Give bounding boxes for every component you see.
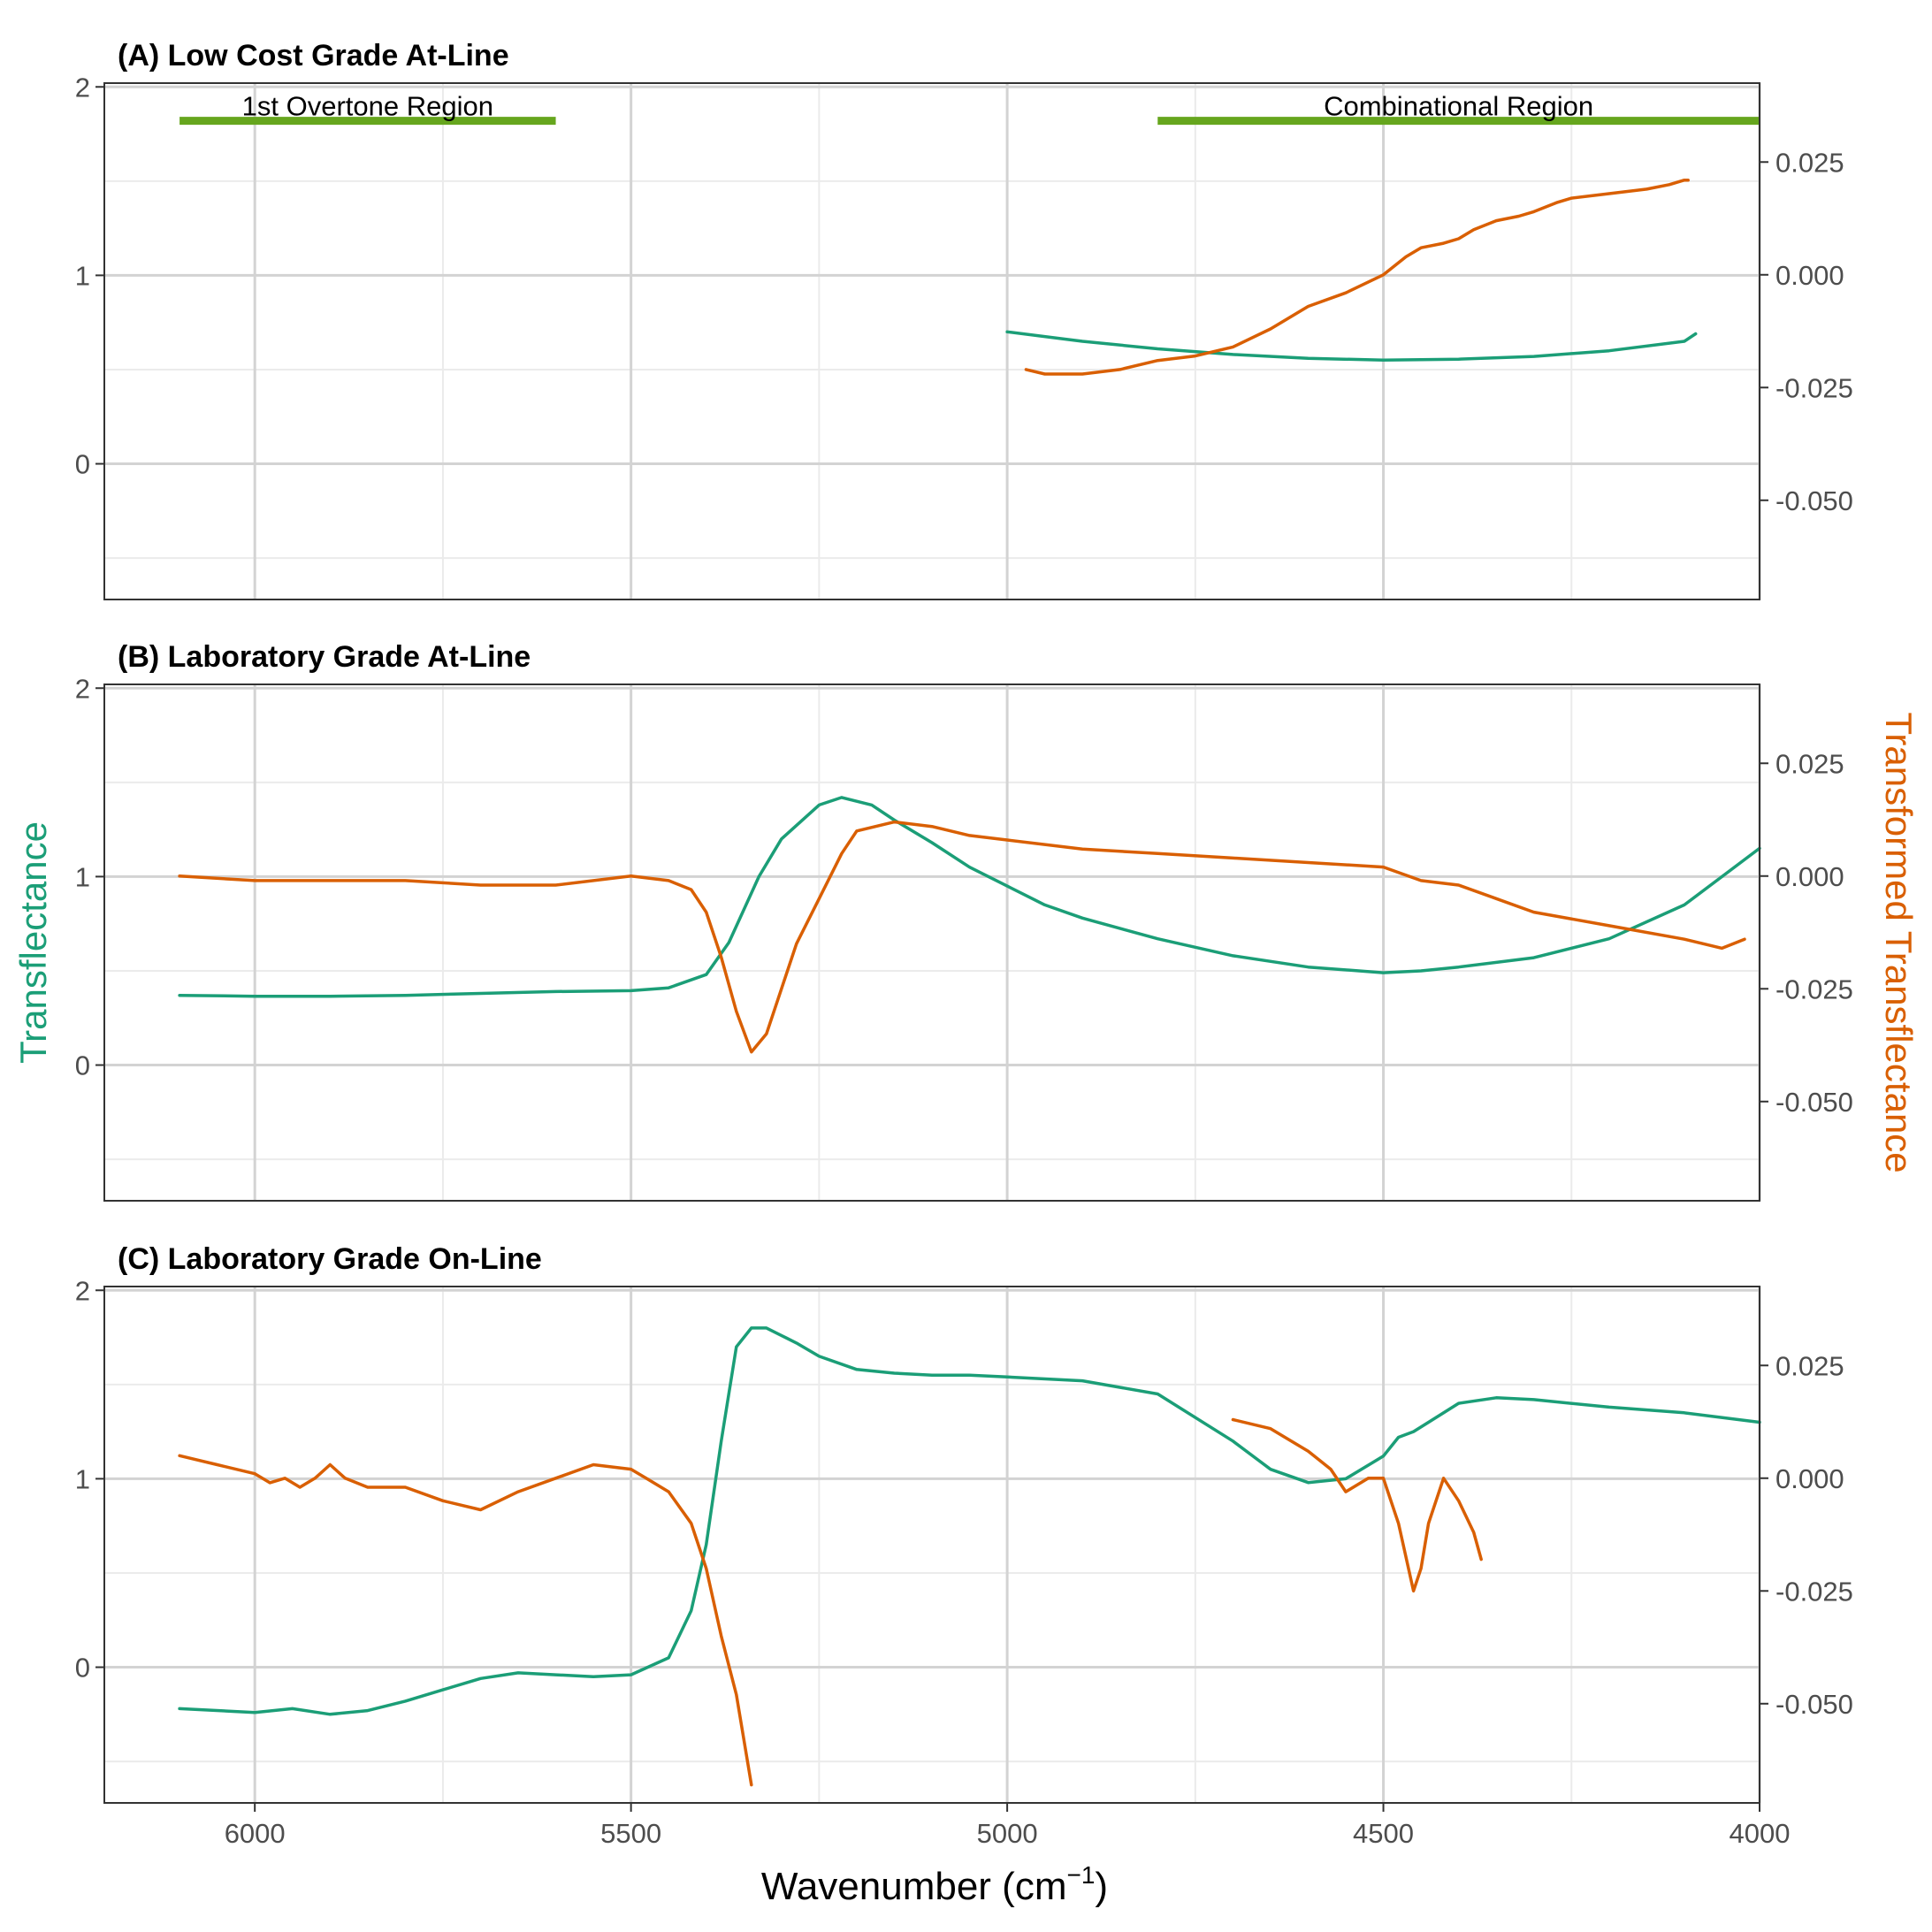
x-tick-label: 5000 [977,1818,1038,1849]
panel-frame [103,1286,1760,1804]
region-label: 1st Overtone Region [242,91,493,122]
transflectance-series-line [1005,330,1698,363]
panel-3: (C) Laboratory Grade On-Line 0 1 2 0.025 0.00… [75,1242,1853,1804]
transformed-transflectance-series-line [178,820,1746,1054]
y-left-tick-label: 0 [75,449,90,480]
x-tick-label: 5500 [600,1818,661,1849]
transflectance-series-line [178,1326,1761,1716]
panel-frame [103,683,1760,1202]
x-tick-label: 4500 [1353,1818,1414,1849]
panel-frame [103,82,1760,600]
panel-2: (B) Laboratory Grade At-Line 0 1 2 0.025 0.00… [75,640,1853,1202]
y-right-tick-label: -0.025 [1775,372,1853,403]
x-axis-title-main: Wavenumber (cm [761,1865,1067,1908]
y-right-tick-label: 0.025 [1775,1350,1844,1381]
x-axis-title-superscript: −1 [1066,1861,1095,1889]
y-right-tick-label: 0.000 [1775,861,1844,892]
y-left-tick-label: 2 [75,673,90,704]
panel-1: (A) Low Cost Grade At-Line 0 1 2 0.025 0.000 -… [75,39,1853,600]
y-right-tick-label: -0.025 [1775,974,1853,1004]
y-right-tick-label: 0.000 [1775,1463,1844,1494]
panel-title: (B) Laboratory Grade At-Line [118,640,531,674]
chart-panels: (A) Low Cost Grade At-Line 0 1 2 0.025 0.000 -… [75,39,1853,1804]
y-left-tick-label: 1 [75,1463,90,1494]
y-right-tick-label: -0.050 [1775,1689,1853,1720]
panel-title: (A) Low Cost Grade At-Line [118,39,509,73]
region-label: Combinational Region [1324,91,1593,122]
y-axis-left-title: Transflectance [12,821,54,1064]
y-left-tick-label: 1 [75,861,90,892]
x-tick-label: 6000 [225,1818,286,1849]
x-tick-label: 4000 [1730,1818,1791,1849]
transformed-transflectance-series-line [1024,178,1690,376]
y-right-tick-label: 0.000 [1775,260,1844,291]
transformed-transflectance-series-line [1231,1417,1483,1593]
y-left-tick-label: 1 [75,260,90,291]
y-left-tick-label: 2 [75,72,90,103]
x-axis-title-close: ) [1095,1865,1108,1908]
y-right-tick-label: -0.050 [1775,1087,1853,1118]
x-axis-ticks: 6000 5500 5000 4500 4000 [225,1803,1791,1849]
transflectance-series-line [178,796,1761,998]
y-right-tick-label: 0.025 [1775,147,1844,178]
y-left-tick-label: 0 [75,1653,90,1684]
y-left-tick-label: 0 [75,1050,90,1081]
panel-title: (C) Laboratory Grade On-Line [118,1242,542,1276]
y-right-tick-label: 0.025 [1775,748,1844,779]
y-right-tick-label: -0.050 [1775,485,1853,516]
y-axis-right-title: Transformed Transflectance [1878,712,1920,1172]
y-right-tick-label: -0.025 [1775,1576,1853,1607]
y-left-tick-label: 2 [75,1275,90,1306]
x-axis-title: Wavenumber (cm−1) [761,1861,1108,1908]
transformed-transflectance-series-line [178,1454,753,1787]
